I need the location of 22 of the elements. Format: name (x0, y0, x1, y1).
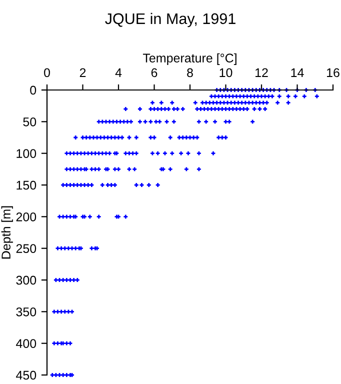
x-tick-label: 2 (80, 68, 86, 77)
x-tick-label: 8 (187, 68, 193, 78)
x-tick-label: 10 (220, 68, 232, 78)
y-tick-label: 450 (16, 370, 36, 380)
y-axis-title: Depth [m] (1, 206, 13, 259)
x-tick-label: 0 (44, 68, 50, 78)
y-tick-label: 0 (30, 86, 36, 95)
y-tick-label: 350 (16, 307, 36, 316)
y-tick-label: 400 (16, 339, 36, 348)
x-tick-label: 16 (327, 68, 340, 78)
y-tick-label: 200 (16, 212, 36, 222)
y-tick-label: 300 (16, 276, 36, 285)
chart-title: JQUE in May, 1991 (105, 12, 236, 28)
x-tick-label: 6 (151, 68, 158, 78)
y-tick-label: 100 (16, 149, 36, 158)
x-tick-label: 12 (256, 68, 268, 77)
y-tick-label: 50 (23, 117, 36, 126)
y-tick-label: 250 (16, 244, 36, 253)
x-tick-label: 14 (291, 68, 304, 77)
x-tick-label: 4 (115, 68, 122, 77)
x-axis-title: Temperature [°C] (142, 53, 236, 65)
y-tick-label: 150 (16, 180, 36, 190)
